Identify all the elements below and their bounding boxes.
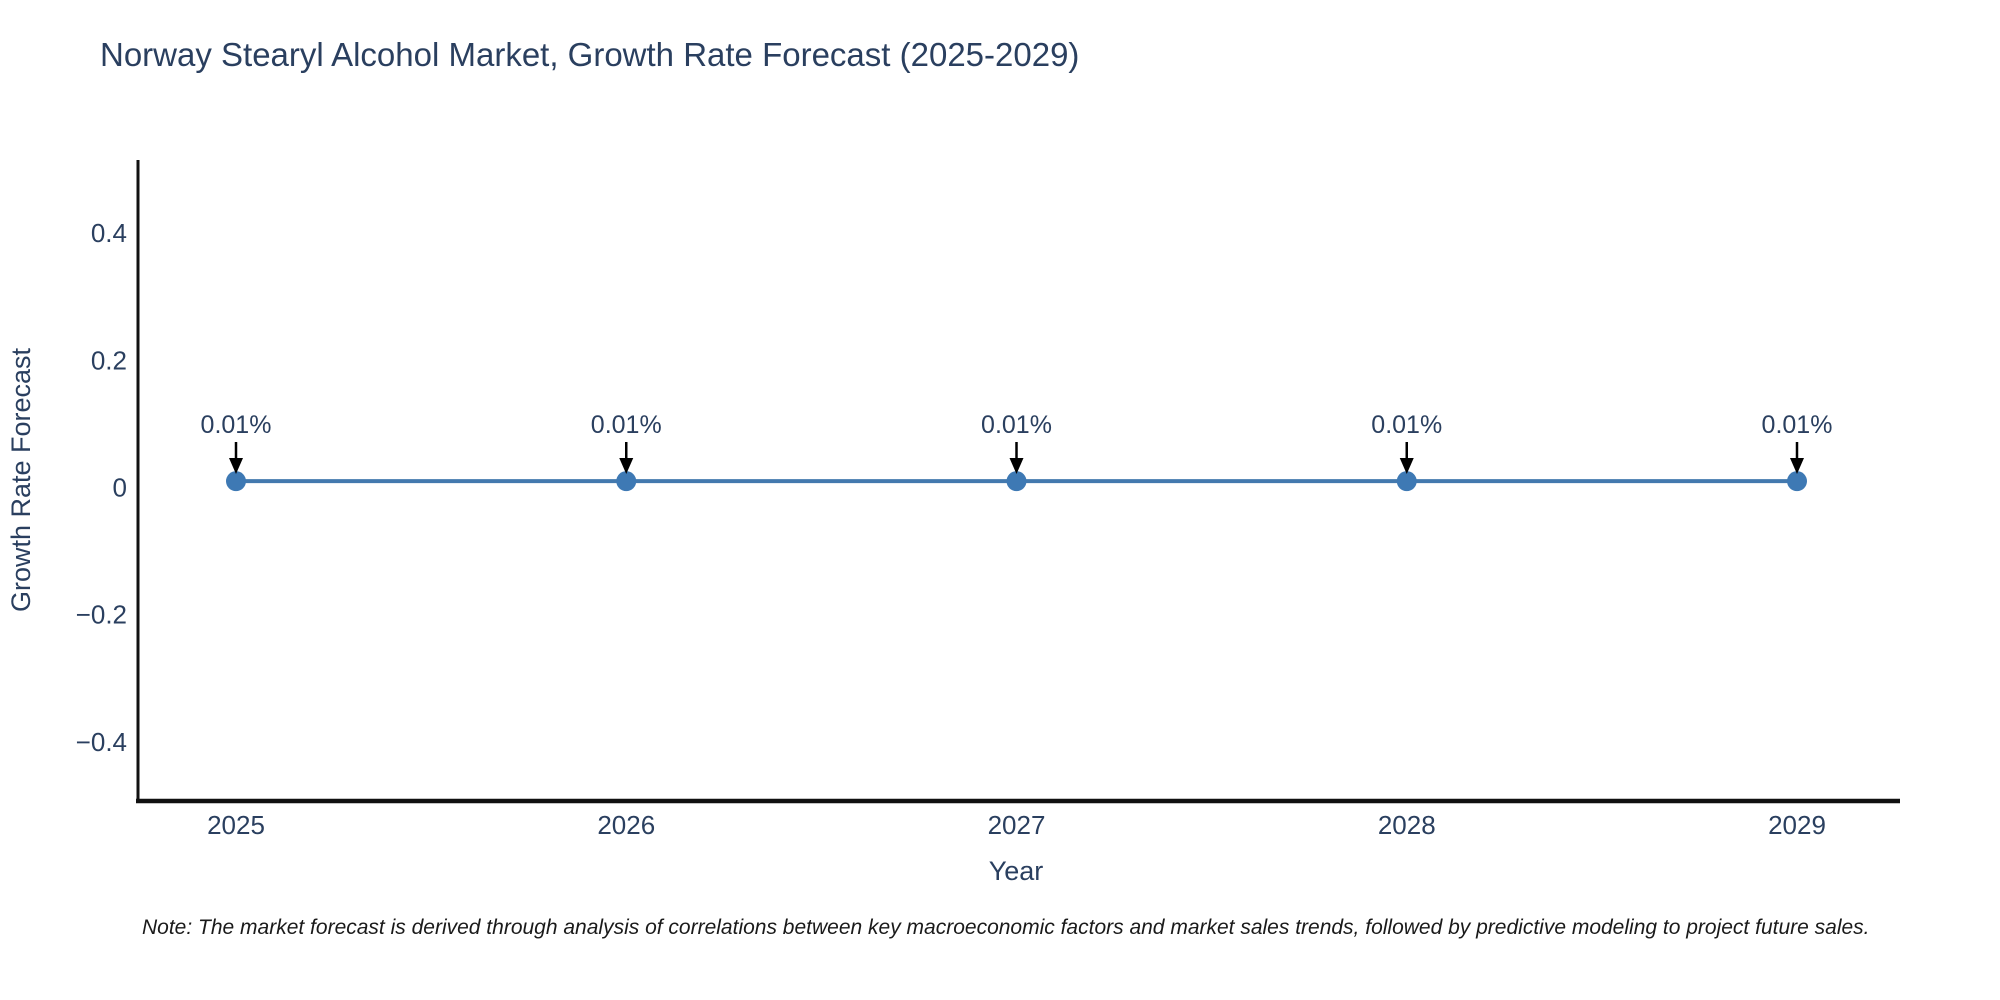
x-axis-title: Year	[989, 856, 1044, 886]
annotation-arrowhead	[1790, 458, 1804, 474]
y-tick-label: 0.4	[91, 218, 127, 248]
point-annotation: 0.01%	[1371, 411, 1442, 439]
data-point-marker	[1396, 471, 1417, 492]
annotation-arrowhead	[619, 458, 634, 474]
y-tick-label: −0.2	[76, 600, 127, 630]
y-tick-label: 0	[113, 473, 127, 503]
data-point-marker	[616, 471, 637, 492]
point-annotation: 0.01%	[591, 411, 662, 439]
annotation-arrowhead	[1399, 458, 1414, 474]
data-point-marker	[1787, 471, 1807, 492]
point-annotation: 0.01%	[981, 411, 1052, 439]
x-tick-label: 2025	[207, 810, 265, 840]
annotation-arrowhead	[229, 458, 243, 474]
x-tick-label: 2028	[1378, 810, 1436, 840]
footnote: Note: The market forecast is derived thr…	[142, 916, 1870, 939]
data-point-marker	[1006, 471, 1027, 492]
chart-title: Norway Stearyl Alcohol Market, Growth Ra…	[100, 36, 1080, 73]
x-tick-label: 2029	[1768, 810, 1826, 840]
annotation-arrowhead	[1009, 458, 1024, 474]
data-point-marker	[226, 471, 246, 492]
y-tick-label: −0.4	[76, 727, 127, 757]
y-axis-title: Growth Rate Forecast	[6, 347, 36, 612]
point-annotation: 0.01%	[1762, 411, 1833, 439]
y-tick-label: 0.2	[91, 345, 127, 375]
point-annotation: 0.01%	[201, 411, 272, 439]
x-tick-label: 2026	[597, 810, 655, 840]
x-tick-label: 2027	[988, 810, 1046, 840]
